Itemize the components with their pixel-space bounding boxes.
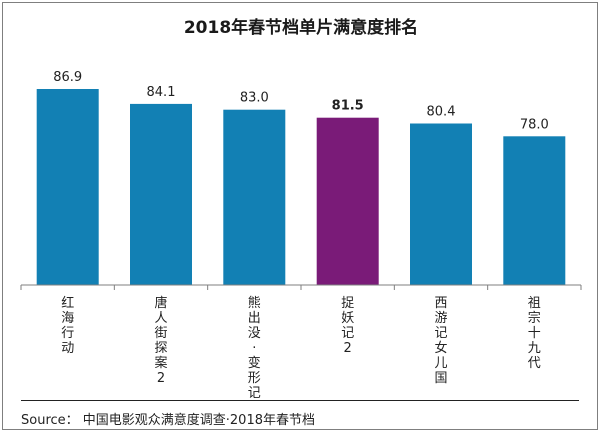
chart-title: 2018年春节档单片满意度排名 [183,18,419,38]
chart-frame: 2018年春节档单片满意度排名 86.9 红海行动 84.1 唐人街探案 2 83.0 熊出… [2,2,598,430]
bar-0 [36,89,99,285]
category-label-1: 唐人街探案 2 [154,295,167,386]
category-label-3: 捉妖记 2 [341,296,354,356]
category-label-0: 红海行动 [61,295,74,356]
bar-3 [316,117,379,285]
category-label-2: 熊出没·变形记 [248,295,261,398]
bar-2 [223,109,286,285]
value-label-3: 81.5 [332,99,364,114]
value-label-4: 80.4 [427,105,456,120]
bar-4 [410,123,472,285]
category-label-4: 西游记女儿国 [434,296,447,386]
value-label-5: 78.0 [520,117,549,132]
source-note: Source： 中国电影观众满意度调查·2018年春节档 [21,413,315,428]
value-label-2: 83.0 [240,91,269,106]
bar-chart: 86.9 红海行动 84.1 唐人街探案 2 83.0 熊出没·变形记 81.5 捉妖记 2 80.… [20,70,582,398]
category-label-5: 祖宗十九代 [528,296,541,371]
bar-5 [503,136,566,285]
value-label-1: 84.1 [147,85,176,100]
value-label-0: 86.9 [53,70,82,85]
source-divider [21,400,579,401]
bar-1 [130,103,192,286]
